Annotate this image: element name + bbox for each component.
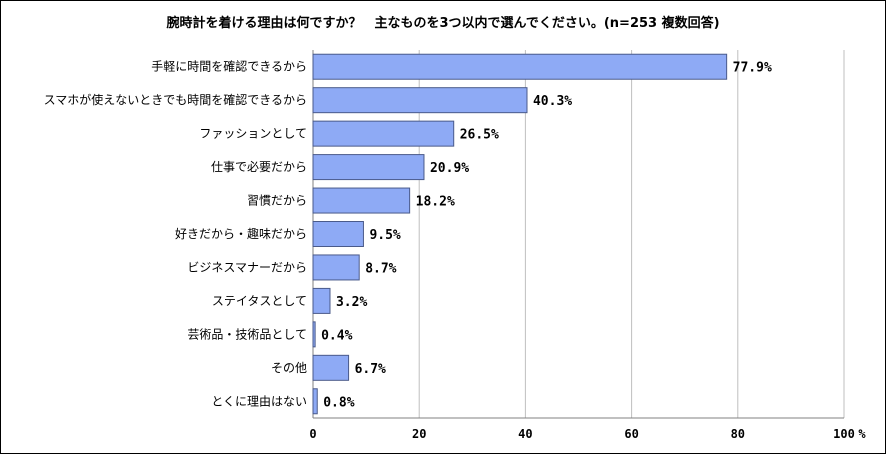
- bar-4: [312, 187, 411, 214]
- value-label-5: 9.5%: [369, 228, 400, 243]
- bar-6: [312, 254, 360, 281]
- category-label-2: ファッションとして: [199, 127, 307, 141]
- category-label-10: とくに理由はない: [211, 394, 307, 408]
- bar-5: [312, 221, 364, 247]
- x-tick-40: 40: [518, 427, 532, 441]
- bar-10: [312, 388, 318, 415]
- x-tick-100: 100: [833, 427, 855, 441]
- value-label-8: 0.4%: [321, 328, 352, 343]
- bar-2: [312, 120, 455, 147]
- x-unit-label: %: [858, 427, 866, 441]
- category-label-5: 好きだから・趣味だから: [175, 226, 307, 241]
- bar-7: [312, 287, 331, 314]
- x-tick-80: 80: [731, 427, 745, 441]
- bar-3: [312, 154, 425, 181]
- category-label-7: ステイタスとして: [212, 294, 307, 308]
- category-label-9: その他: [271, 361, 307, 375]
- chart-title: 腕時計を着ける理由は何ですか？ 主なものを3つ以内で選んでください。(n=253…: [166, 16, 720, 31]
- value-label-1: 40.3%: [533, 94, 572, 109]
- bar-9: [312, 354, 350, 381]
- category-label-1: スマホが使えないときでも時間を確認できるから: [44, 92, 307, 107]
- bar-0: [312, 53, 728, 80]
- bar-8: [312, 321, 316, 348]
- category-label-3: 仕事で必要だから: [211, 160, 307, 174]
- bar-1: [312, 87, 528, 114]
- category-label-6: ビジネスマナーだから: [187, 260, 307, 274]
- category-label-4: 習慣だから: [247, 193, 307, 208]
- x-tick-20: 20: [412, 427, 426, 441]
- x-tick-0: 0: [309, 427, 316, 441]
- x-tick-60: 60: [624, 427, 638, 441]
- value-label-3: 20.9%: [430, 161, 469, 176]
- bars: [312, 53, 728, 415]
- value-label-0: 77.9%: [733, 61, 772, 76]
- category-label-8: 芸術品・技術品として: [187, 327, 307, 341]
- value-label-7: 3.2%: [336, 295, 367, 310]
- value-label-9: 6.7%: [355, 362, 386, 377]
- category-label-0: 手軽に時間を確認できるから: [151, 59, 307, 74]
- value-label-6: 8.7%: [365, 261, 396, 276]
- value-label-4: 18.2%: [416, 195, 455, 210]
- value-label-10: 0.8%: [323, 395, 354, 410]
- value-label-2: 26.5%: [460, 128, 499, 143]
- labels: 0 20 40 60 80 100 % 手軽に時間を確認できるから 77.9% スマホが使えないと…: [44, 59, 867, 441]
